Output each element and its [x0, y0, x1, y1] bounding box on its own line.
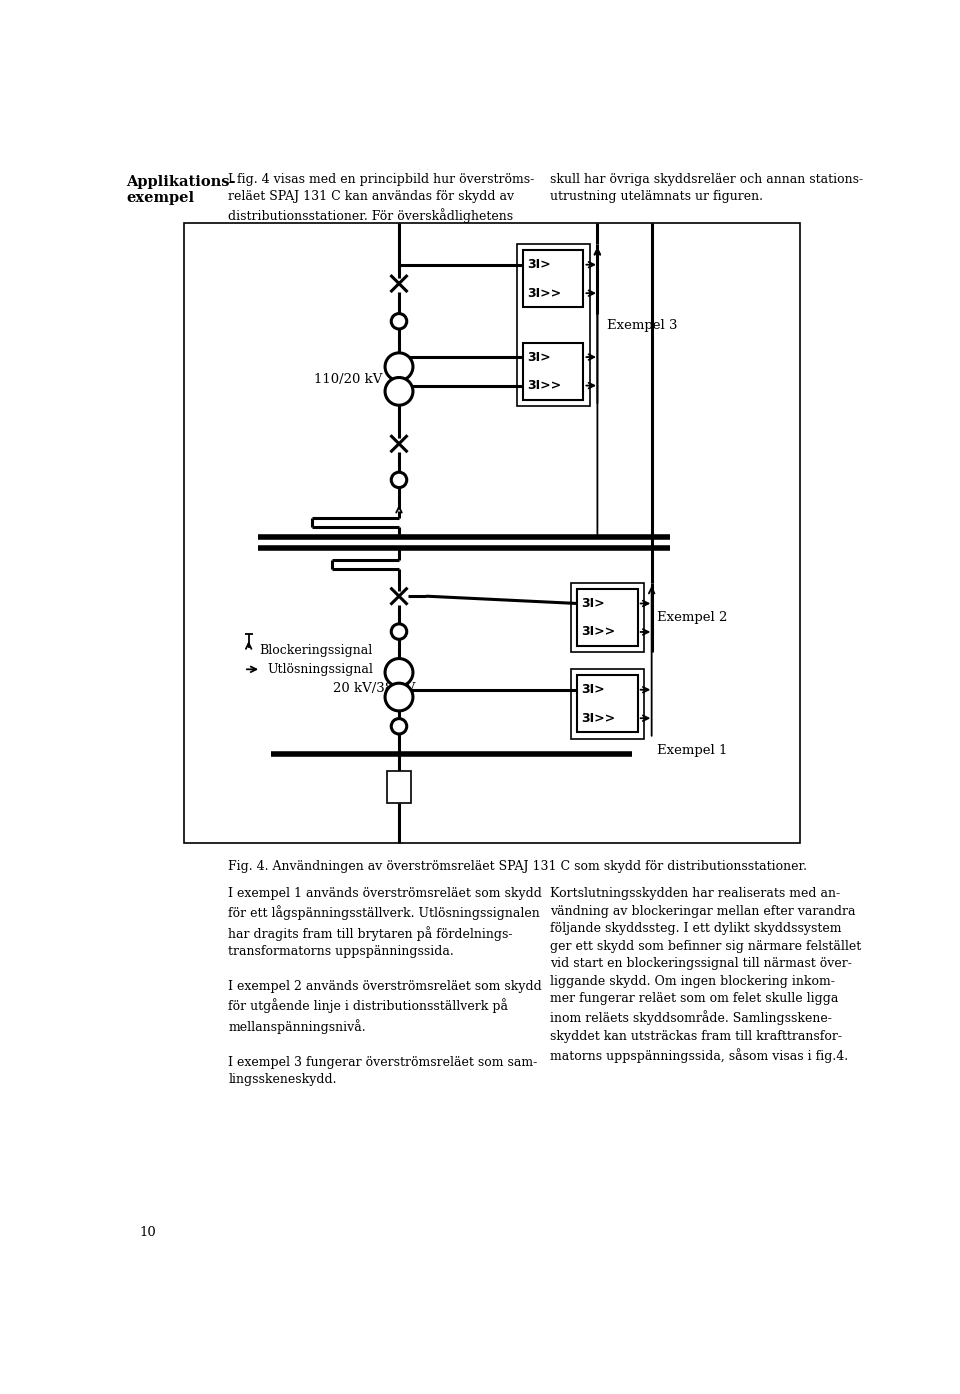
Text: 10: 10: [139, 1227, 156, 1239]
Circle shape: [392, 473, 407, 488]
Bar: [523, 251, 584, 308]
Circle shape: [385, 683, 413, 711]
Text: I fig. 4 visas med en principbild hur överströms-
reläet SPAJ 131 C kan användas: I fig. 4 visas med en principbild hur öv…: [228, 173, 535, 223]
Text: 3I>>: 3I>>: [581, 712, 615, 725]
Bar: [577, 590, 637, 647]
Text: 3I>: 3I>: [581, 683, 605, 696]
Text: 3I>: 3I>: [527, 258, 550, 272]
Circle shape: [385, 353, 413, 381]
Circle shape: [392, 625, 407, 640]
Bar: [388, 771, 411, 803]
Circle shape: [385, 658, 413, 686]
Text: 20 kV/380 V: 20 kV/380 V: [333, 682, 416, 696]
Circle shape: [392, 314, 407, 329]
Text: 3I>: 3I>: [527, 350, 550, 364]
Circle shape: [385, 378, 413, 406]
Text: Kortslutningsskydden har realiserats med an-
vändning av blockeringar mellan eft: Kortslutningsskydden har realiserats med…: [550, 887, 861, 1064]
Text: Applikations-
exempel: Applikations- exempel: [126, 176, 236, 205]
Bar: [183, 223, 801, 843]
Text: 3I>: 3I>: [581, 597, 605, 611]
Text: Exempel 1: Exempel 1: [657, 744, 728, 757]
Bar: [516, 244, 589, 406]
Text: I exempel 1 används överströmsreläet som skydd
för ett lågspänningsställverk. Ut: I exempel 1 används överströmsreläet som…: [228, 887, 542, 1086]
Text: 3I>>: 3I>>: [527, 379, 561, 392]
Text: Utlösningssignal: Utlösningssignal: [267, 662, 373, 676]
Text: Exempel 3: Exempel 3: [607, 319, 677, 332]
Bar: [571, 583, 644, 652]
Text: Fig. 4. Användningen av överströmsreläet SPAJ 131 C som skydd för distributionss: Fig. 4. Användningen av överströmsreläet…: [228, 860, 807, 873]
Bar: [571, 669, 644, 739]
Text: skull har övriga skyddsreläer och annan stations-
utrustning utelämnats ur figur: skull har övriga skyddsreläer och annan …: [550, 173, 863, 204]
Circle shape: [392, 718, 407, 735]
Bar: [577, 676, 637, 732]
Bar: [523, 343, 584, 400]
Text: Blockeringssignal: Blockeringssignal: [259, 644, 372, 658]
Text: 3I>>: 3I>>: [527, 287, 561, 300]
Text: 110/20 kV: 110/20 kV: [314, 372, 382, 386]
Text: Exempel 2: Exempel 2: [657, 611, 728, 625]
Text: 3I>>: 3I>>: [581, 626, 615, 638]
